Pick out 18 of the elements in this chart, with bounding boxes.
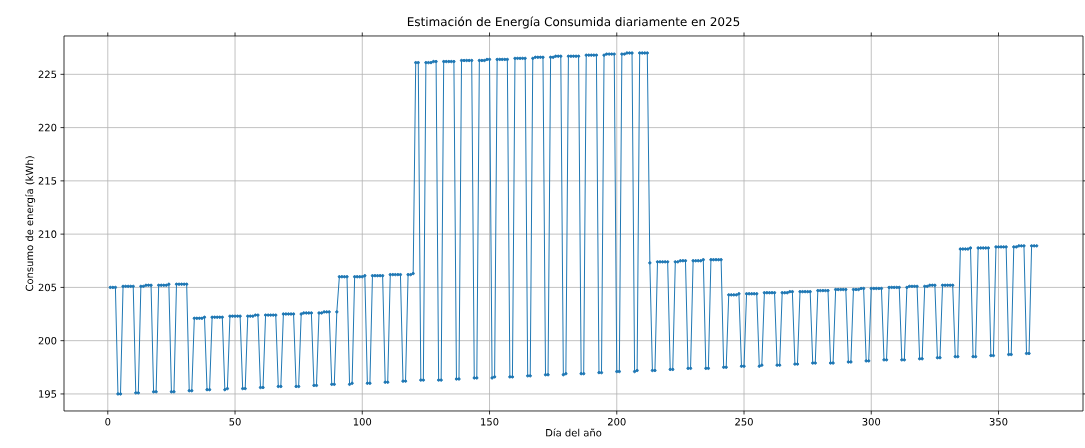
y-tick-label: 200 xyxy=(38,336,57,345)
x-tick-label: 50 xyxy=(229,417,241,426)
y-tick-label: 220 xyxy=(38,123,57,132)
y-tick-label: 225 xyxy=(38,70,57,79)
y-tick-label: 195 xyxy=(39,390,57,398)
chart-title: Estimación de Energía Consumida diariamente en 2025 xyxy=(407,16,740,29)
y-tick-label: 215 xyxy=(38,177,57,185)
y-axis-title: Consumo de energía (kWh) xyxy=(25,156,36,291)
x-tick-label: 200 xyxy=(608,417,626,426)
x-tick-label: 100 xyxy=(353,417,372,426)
x-tick-label: 350 xyxy=(989,417,1008,426)
x-tick-label: 0 xyxy=(105,417,111,426)
x-axis-title: Día del año xyxy=(546,428,602,437)
x-tick-label: 150 xyxy=(481,417,499,426)
y-tick-label: 210 xyxy=(38,230,57,238)
x-tick-label: 300 xyxy=(862,417,881,426)
y-tick-label: 205 xyxy=(38,283,57,292)
x-tick-label: 250 xyxy=(735,417,753,426)
